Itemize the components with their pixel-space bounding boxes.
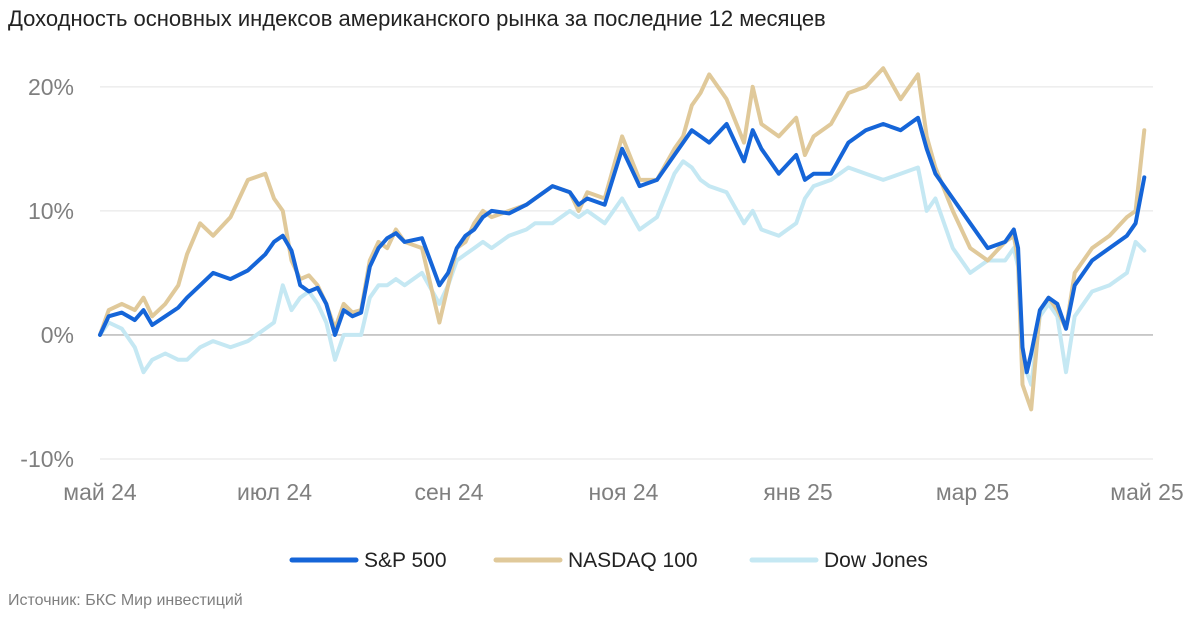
legend: S&P 500 NASDAQ 100 Dow Jones [289,549,928,572]
legend-label: NASDAQ 100 [568,549,698,572]
series-layer [98,66,1147,412]
legend-label: Dow Jones [824,549,928,572]
chart-title: Доходность основных индексов американско… [8,6,826,31]
y-tick-label: 10% [28,198,74,224]
x-axis-ticks: май 24 июл 24 сен 24 ноя 24 янв 25 мар 25 май … [63,479,1183,505]
grid-layer [100,86,1153,460]
y-tick-label: 0% [41,322,74,348]
x-tick-label: янв 25 [763,479,832,505]
y-tick-label: 20% [28,74,74,100]
x-tick-label: сен 24 [415,479,484,505]
x-tick-label: май 24 [63,479,137,505]
series-line [98,115,1147,375]
series-line [98,159,1147,387]
series-line [98,66,1147,412]
y-axis-ticks: 20% 10% 0% -10% [20,74,74,472]
legend-label: S&P 500 [364,549,447,572]
x-tick-label: мар 25 [936,479,1009,505]
y-tick-label: -10% [20,446,74,472]
source-note: Источник: БКС Мир инвестиций [8,592,243,609]
x-tick-label: ноя 24 [589,479,659,505]
x-tick-label: май 25 [1110,479,1183,505]
x-tick-label: июл 24 [237,479,312,505]
